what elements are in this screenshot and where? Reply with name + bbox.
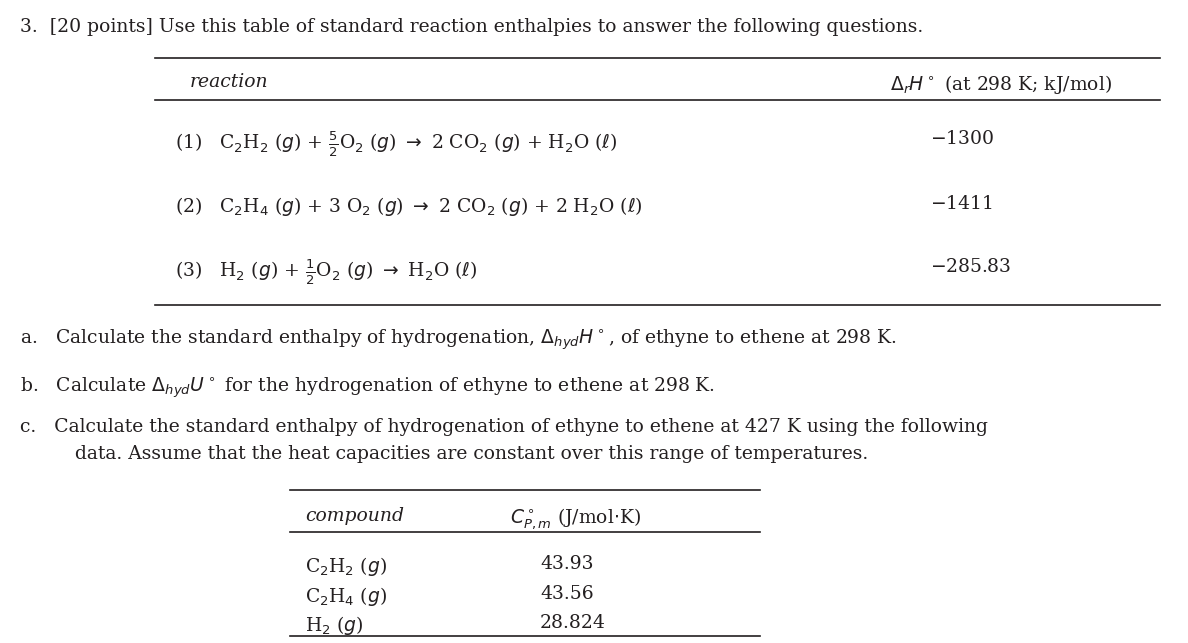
Text: H$_2$ ($g$): H$_2$ ($g$) <box>305 614 364 637</box>
Text: data. Assume that the heat capacities are constant over this range of temperatur: data. Assume that the heat capacities ar… <box>75 445 868 463</box>
Text: 43.93: 43.93 <box>541 555 594 573</box>
Text: $-$1411: $-$1411 <box>930 195 993 213</box>
Text: $-$1300: $-$1300 <box>930 130 994 148</box>
Text: $C^\circ_{P,m}$ (J/mol$\cdot$K): $C^\circ_{P,m}$ (J/mol$\cdot$K) <box>510 507 642 532</box>
Text: 28.824: 28.824 <box>541 614 606 632</box>
Text: (1)   C$_2$H$_2$ ($g$) + $\frac{5}{2}$O$_2$ ($g$) $\rightarrow$ 2 CO$_2$ ($g$) +: (1) C$_2$H$_2$ ($g$) + $\frac{5}{2}$O$_2… <box>175 130 618 159</box>
Text: 43.56: 43.56 <box>541 585 594 603</box>
Text: C$_2$H$_4$ ($g$): C$_2$H$_4$ ($g$) <box>305 585 387 608</box>
Text: 3.  [20 points] Use this table of standard reaction enthalpies to answer the fol: 3. [20 points] Use this table of standar… <box>20 18 923 36</box>
Text: (3)   H$_2$ ($g$) + $\frac{1}{2}$O$_2$ ($g$) $\rightarrow$ H$_2$O ($\ell$): (3) H$_2$ ($g$) + $\frac{1}{2}$O$_2$ ($g… <box>175 258 478 287</box>
Text: b.   Calculate $\Delta_{hyd}U^\circ$ for the hydrogenation of ethyne to ethene a: b. Calculate $\Delta_{hyd}U^\circ$ for t… <box>20 375 715 399</box>
Text: c.   Calculate the standard enthalpy of hydrogenation of ethyne to ethene at 427: c. Calculate the standard enthalpy of hy… <box>20 418 988 436</box>
Text: reaction: reaction <box>190 73 268 91</box>
Text: $-$285.83: $-$285.83 <box>930 258 1011 276</box>
Text: $\Delta_r H^\circ$ (at 298 K; kJ/mol): $\Delta_r H^\circ$ (at 298 K; kJ/mol) <box>890 73 1112 96</box>
Text: a.   Calculate the standard enthalpy of hydrogenation, $\Delta_{hyd}H^\circ$, of: a. Calculate the standard enthalpy of hy… <box>20 328 897 352</box>
Text: compound: compound <box>305 507 404 525</box>
Text: (2)   C$_2$H$_4$ ($g$) + 3 O$_2$ ($g$) $\rightarrow$ 2 CO$_2$ ($g$) + 2 H$_2$O (: (2) C$_2$H$_4$ ($g$) + 3 O$_2$ ($g$) $\r… <box>175 195 643 218</box>
Text: C$_2$H$_2$ ($g$): C$_2$H$_2$ ($g$) <box>305 555 387 578</box>
